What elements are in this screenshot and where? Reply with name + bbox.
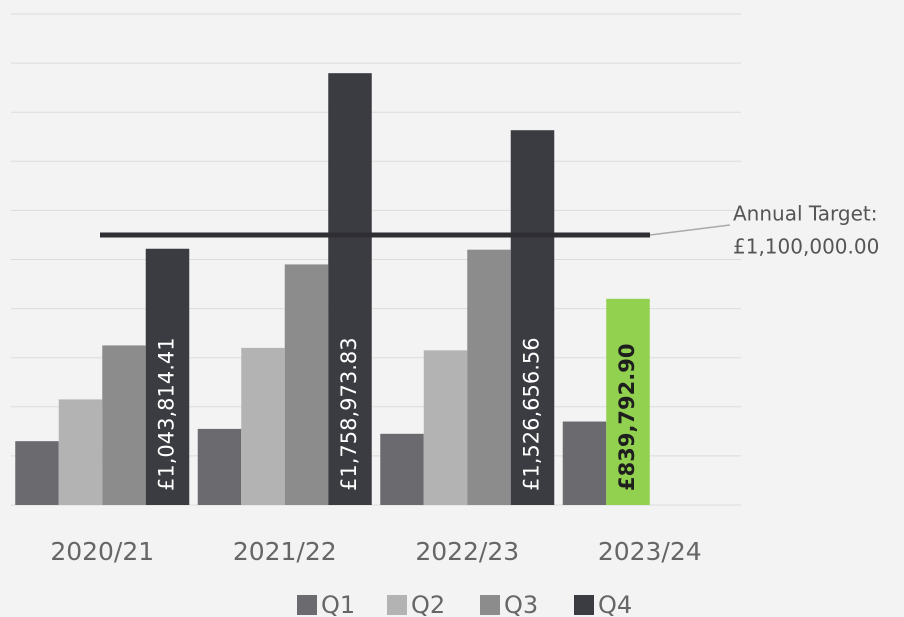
bar <box>284 264 329 505</box>
bar <box>197 428 242 505</box>
legend-swatch <box>297 595 317 615</box>
x-tick-label: 2023/24 <box>598 537 702 566</box>
bar <box>328 73 372 505</box>
bar <box>145 248 190 505</box>
legend-label: Q4 <box>598 591 632 617</box>
bar <box>606 298 650 505</box>
data-label: £1,526,656.56 <box>520 337 544 491</box>
bar <box>562 421 607 505</box>
x-tick-label: 2021/22 <box>233 537 337 566</box>
bar <box>467 249 511 505</box>
bar <box>58 399 103 505</box>
bar <box>102 345 146 505</box>
x-tick-label: 2022/23 <box>415 537 519 566</box>
bar <box>241 347 285 505</box>
target-label: Annual Target: <box>733 201 878 225</box>
data-label: £1,758,973.83 <box>337 337 361 491</box>
target-label: £1,100,000.00 <box>733 234 879 258</box>
legend-label: Q2 <box>411 591 445 617</box>
x-tick-label: 2020/21 <box>50 537 154 566</box>
bar <box>15 441 59 505</box>
data-label: £839,792.90 <box>615 344 639 491</box>
bar <box>380 433 424 505</box>
bar <box>423 350 468 505</box>
legend-label: Q1 <box>321 591 355 617</box>
legend-swatch <box>574 595 594 615</box>
target-connector <box>649 224 731 236</box>
legend-label: Q3 <box>504 591 538 617</box>
data-label: £1,043,814.41 <box>155 337 179 491</box>
legend-swatch <box>387 595 407 615</box>
bar <box>510 130 555 505</box>
legend-swatch <box>480 595 500 615</box>
